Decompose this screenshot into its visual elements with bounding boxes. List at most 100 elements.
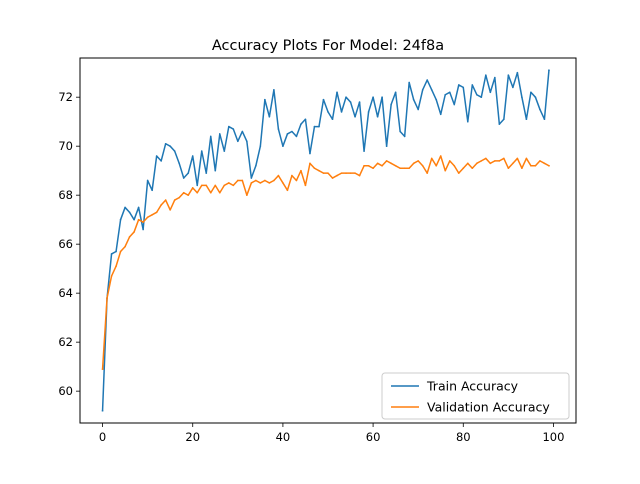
train-accuracy-point [426,79,429,81]
train-accuracy-point [182,177,185,179]
validation-accuracy-points [101,155,550,370]
validation-accuracy-point [345,172,347,174]
train-accuracy-point [489,91,492,94]
train-accuracy-point [196,184,199,187]
train-accuracy-point [498,123,501,125]
validation-accuracy-point [403,167,406,170]
validation-accuracy-point [327,172,329,174]
y-tick-label: 68 [58,188,73,202]
validation-accuracy-point [376,162,379,165]
validation-accuracy-point [187,194,190,196]
validation-accuracy-point [313,167,316,170]
validation-accuracy-point [390,162,392,165]
validation-accuracy-point [264,179,266,182]
validation-accuracy-point [548,164,550,167]
train-accuracy-point [412,98,415,101]
train-accuracy-point [448,91,451,94]
train-accuracy-point [521,96,523,98]
validation-accuracy-point [485,157,487,160]
validation-accuracy-point [417,160,419,162]
validation-accuracy-point [507,167,510,170]
validation-accuracy-point [259,182,262,184]
validation-accuracy-point [286,189,289,192]
train-accuracy-point [385,145,388,147]
train-accuracy-point [525,118,528,121]
validation-accuracy-point [480,160,483,162]
train-accuracy-point [155,155,158,157]
validation-accuracy-point [178,196,180,199]
legend-box [381,372,570,420]
train-accuracy-point [137,206,140,209]
train-accuracy-point [367,111,370,113]
validation-accuracy-point [124,245,126,248]
validation-accuracy-point [255,179,257,182]
train-accuracy-point [264,98,266,101]
train-accuracy-point [354,115,356,118]
train-accuracy-point [516,71,519,74]
train-accuracy-point [462,86,465,89]
train-accuracy-point [309,152,311,155]
train-accuracy-point [232,128,235,130]
train-accuracy-point [336,91,338,94]
validation-accuracy-point [115,265,117,268]
train-accuracy-point [178,162,180,165]
train-accuracy-point [119,218,122,221]
train-accuracy-point [390,103,392,106]
x-axis: 0 20 40 60 80 100 [99,423,564,444]
train-accuracy-point [331,118,334,121]
y-axis: 60 62 64 66 68 70 72 [58,90,80,398]
validation-accuracy-point [191,187,194,189]
validation-accuracy-point [385,160,388,162]
train-accuracy-point [372,96,374,98]
train-accuracy-point [322,98,325,101]
validation-accuracy-point [155,211,158,214]
validation-accuracy-point [435,164,438,167]
train-accuracy-point [548,69,550,72]
train-accuracy-point [277,128,280,130]
train-accuracy-point [363,150,365,152]
validation-accuracy-point [363,164,365,167]
validation-accuracy-point [340,172,343,174]
validation-accuracy-point [381,164,383,167]
validation-accuracy-point [439,155,442,157]
validation-accuracy-point [503,157,505,160]
train-accuracy-point [534,96,537,98]
validation-accuracy-point [291,174,293,177]
validation-accuracy-point [354,172,356,174]
validation-accuracy-point [453,164,456,167]
validation-accuracy-point [241,179,244,182]
validation-accuracy-point [421,164,424,167]
validation-accuracy-point [412,162,415,165]
train-accuracy-point [381,96,383,98]
validation-accuracy-point [457,172,460,174]
train-accuracy-point [160,160,162,162]
train-accuracy-point [133,218,135,221]
validation-accuracy-point [232,184,235,187]
validation-accuracy-point [110,275,113,277]
train-accuracy-point [485,74,487,76]
train-accuracy-point [471,84,474,86]
validation-accuracy-point [146,216,149,219]
train-accuracy-point [169,145,171,147]
train-accuracy-point [457,84,460,86]
train-accuracy-point [358,101,361,103]
validation-accuracy-point [133,231,135,233]
train-accuracy-point [349,101,352,103]
train-accuracy-point [430,89,433,91]
y-tick-label: 64 [58,286,73,300]
train-accuracy-point [394,91,397,94]
train-accuracy-point [128,211,131,214]
train-accuracy-point [191,155,194,157]
validation-accuracy-point [246,194,248,196]
train-accuracy-point [286,133,289,135]
validation-accuracy-point [160,204,162,206]
train-accuracy-point [151,189,153,192]
train-accuracy-point [421,89,424,91]
train-accuracy-point [327,111,329,113]
y-tick-label: 62 [58,335,73,349]
train-accuracy-point [142,228,144,231]
train-accuracy-line [101,69,550,412]
train-accuracy-point [110,253,113,255]
validation-accuracy-point [273,179,275,182]
validation-accuracy-point [322,172,325,174]
